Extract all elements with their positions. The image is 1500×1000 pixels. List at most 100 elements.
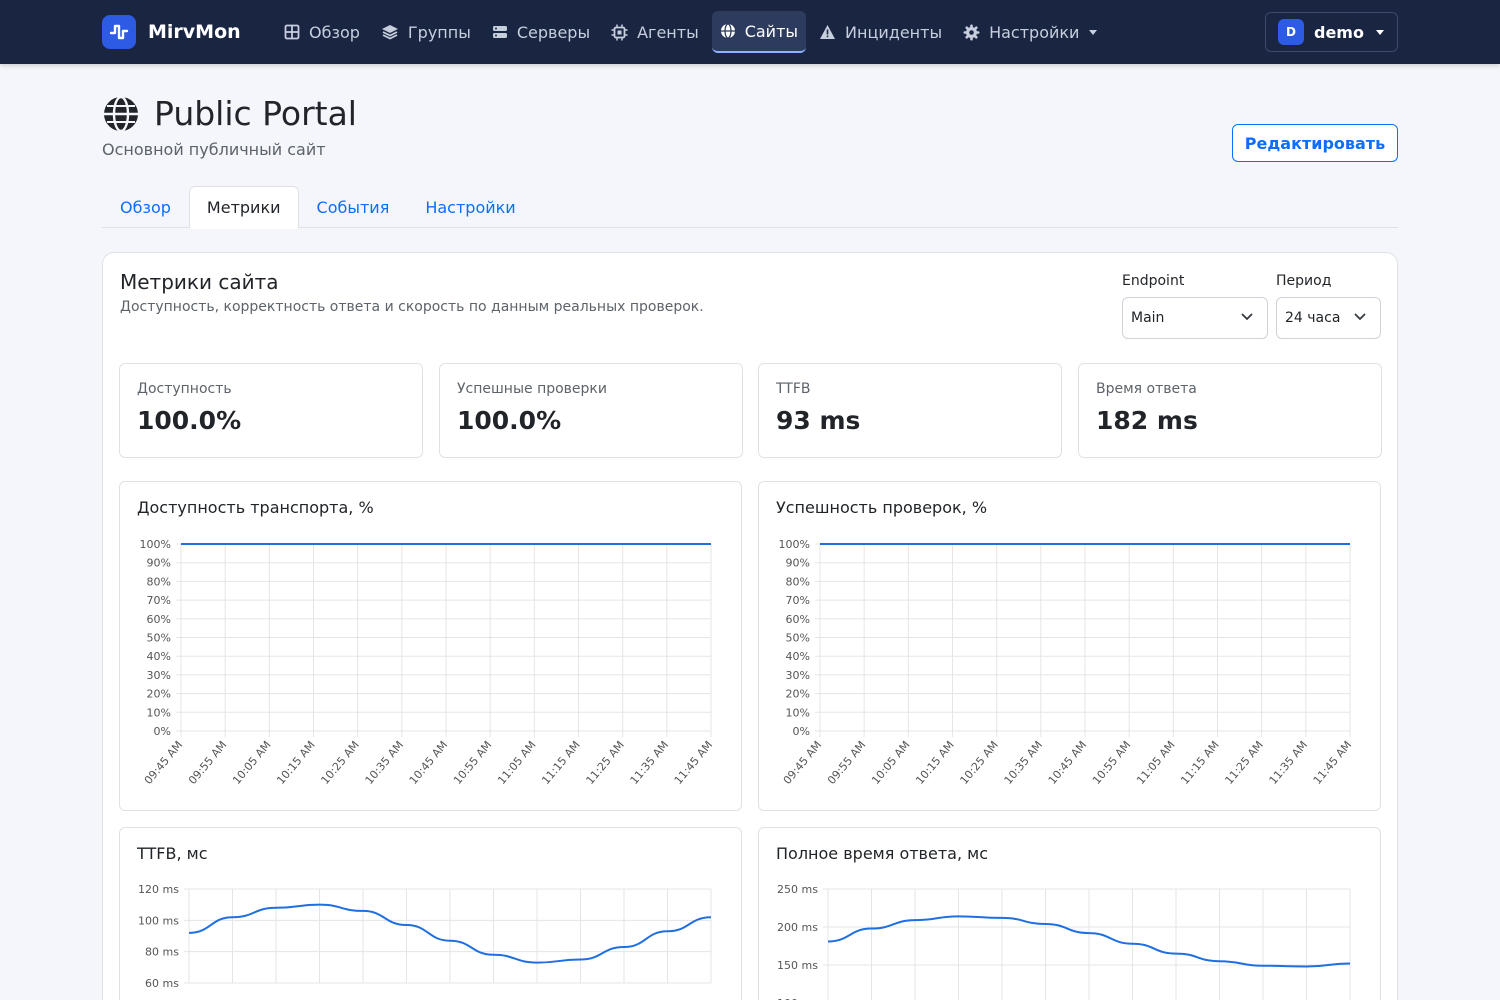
- globe-icon: [720, 23, 735, 39]
- x-tick-label: 09:55 AM: [825, 739, 869, 787]
- x-tick-label: 10:55 AM: [1090, 739, 1134, 787]
- nav-item-agents[interactable]: Агенты: [603, 11, 707, 53]
- y-tick-label: 50%: [147, 632, 171, 645]
- x-tick-label: 10:55 AM: [451, 739, 495, 787]
- main-nav: Обзор Группы Серверы Агенты Сайты Инциде…: [276, 11, 1110, 53]
- stat-card-availability: Доступность 100.0%: [119, 363, 423, 458]
- stat-value: 100.0%: [137, 406, 242, 435]
- nav-item-servers[interactable]: Серверы: [484, 11, 598, 53]
- metrics-card: Метрики сайта Доступность, корректность …: [102, 252, 1398, 1000]
- x-tick-label: 10:45 AM: [407, 739, 451, 787]
- period-label: Период: [1276, 273, 1332, 289]
- endpoint-value: Main: [1131, 310, 1165, 326]
- y-tick-label: 70%: [147, 594, 171, 607]
- chart-title: Доступность транспорта, %: [137, 498, 374, 517]
- y-tick-label: 60%: [786, 613, 810, 626]
- stat-card-success: Успешные проверки 100.0%: [439, 363, 743, 458]
- success-chart: 100% 90% 80% 70% 60% 50% 40% 30% 20% 10% 0%09:45 A…: [779, 538, 1355, 787]
- endpoint-filter: Endpoint Main: [1122, 273, 1268, 339]
- response-chart: 250 ms 200 ms 150 ms 100 ms: [777, 883, 1351, 1000]
- ttfb-chart: 120 ms 100 ms 80 ms 60 ms: [138, 883, 712, 990]
- chart-panel-availability: Доступность транспорта, % 100% 90% 80% 70% 6…: [119, 481, 742, 811]
- y-tick-label: 20%: [786, 688, 810, 701]
- nav-item-incidents[interactable]: Инциденты: [811, 11, 950, 53]
- brand[interactable]: MirvMon: [102, 15, 241, 49]
- y-tick-label: 0%: [793, 725, 810, 738]
- y-tick-label: 40%: [147, 650, 171, 663]
- stat-card-response-time: Время ответа 182 ms: [1078, 363, 1382, 458]
- y-tick-label: 150 ms: [777, 959, 818, 972]
- y-tick-label: 10%: [147, 706, 171, 719]
- y-tick-label: 10%: [786, 706, 810, 719]
- x-tick-label: 10:25 AM: [318, 739, 362, 787]
- chevron-down-icon: [1375, 29, 1384, 35]
- metrics-title: Метрики сайта: [120, 270, 279, 294]
- stat-label: TTFB: [776, 381, 811, 397]
- stat-card-ttfb: TTFB 93 ms: [758, 363, 1062, 458]
- page-subtitle: Основной публичный сайт: [102, 140, 326, 159]
- y-tick-label: 250 ms: [777, 883, 818, 896]
- tab-settings[interactable]: Настройки: [425, 197, 516, 217]
- y-tick-label: 120 ms: [138, 883, 179, 896]
- tab-events[interactable]: События: [316, 197, 390, 217]
- x-tick-label: 10:35 AM: [363, 739, 407, 787]
- server-icon: [492, 26, 507, 38]
- period-select[interactable]: 24 часа: [1276, 297, 1381, 339]
- endpoint-select[interactable]: Main: [1122, 297, 1268, 339]
- edit-button[interactable]: Редактировать: [1232, 124, 1398, 162]
- chevron-down-icon: [1354, 313, 1366, 321]
- chart-panel-success: Успешность проверок, % 100% 90% 80% 70% 60% 5…: [758, 481, 1381, 811]
- nav-item-label: Обзор: [309, 22, 360, 42]
- y-tick-label: 90%: [147, 557, 171, 570]
- series-line: [188, 903, 712, 964]
- period-value: 24 часа: [1285, 310, 1341, 326]
- chart-panel-ttfb: TTFB, мс 120 ms 100 ms 80 ms 60 ms: [119, 827, 742, 1000]
- nav-item-groups[interactable]: Группы: [373, 11, 479, 53]
- stat-label: Время ответа: [1096, 381, 1197, 397]
- tab-metrics[interactable]: Метрики: [188, 186, 299, 229]
- y-tick-label: 100%: [779, 538, 810, 551]
- y-tick-label: 70%: [786, 594, 810, 607]
- y-tick-label: 20%: [147, 688, 171, 701]
- y-tick-label: 50%: [786, 632, 810, 645]
- x-tick-label: 09:55 AM: [186, 739, 230, 787]
- y-tick-label: 0%: [154, 725, 171, 738]
- nav-item-sites[interactable]: Сайты: [711, 11, 807, 53]
- y-tick-label: 80 ms: [145, 946, 179, 959]
- x-tick-label: 11:45 AM: [1311, 739, 1355, 787]
- y-tick-label: 100 ms: [138, 914, 179, 927]
- chart-panel-response: Полное время ответа, мс 250 ms 200 ms 150 …: [758, 827, 1381, 1000]
- y-tick-label: 80%: [786, 575, 810, 588]
- y-tick-label: 30%: [786, 669, 810, 682]
- x-tick-label: 10:05 AM: [869, 739, 913, 787]
- stat-label: Успешные проверки: [457, 381, 607, 397]
- x-tick-label: 10:15 AM: [274, 739, 318, 787]
- user-menu-button[interactable]: D demo: [1265, 12, 1398, 52]
- x-tick-label: 10:35 AM: [1002, 739, 1046, 787]
- x-tick-label: 11:05 AM: [1134, 739, 1178, 787]
- x-tick-label: 10:25 AM: [957, 739, 1001, 787]
- chart-title: TTFB, мс: [137, 844, 208, 863]
- y-tick-label: 200 ms: [777, 921, 818, 934]
- series-line: [827, 915, 1351, 968]
- y-tick-label: 60%: [147, 613, 171, 626]
- chart-title: Полное время ответа, мс: [776, 844, 988, 863]
- gear-icon: [963, 24, 980, 40]
- y-tick-label: 100%: [140, 538, 171, 551]
- x-tick-label: 09:45 AM: [142, 739, 186, 787]
- nav-item-overview[interactable]: Обзор: [276, 11, 368, 53]
- chart-title: Успешность проверок, %: [776, 498, 988, 517]
- avatar: D: [1278, 19, 1304, 45]
- nav-item-settings[interactable]: Настройки: [955, 11, 1105, 53]
- nav-item-label: Серверы: [516, 22, 591, 42]
- x-tick-label: 11:35 AM: [1267, 739, 1311, 787]
- y-tick-label: 40%: [786, 650, 810, 663]
- availability-chart: 100% 90% 80% 70% 60% 50% 40% 30% 20% 10% 0%09:45 A…: [140, 538, 716, 787]
- nav-item-label: Группы: [407, 22, 471, 42]
- chevron-down-icon: [1241, 313, 1253, 321]
- tab-overview[interactable]: Обзор: [120, 197, 171, 217]
- x-tick-label: 10:05 AM: [230, 739, 274, 787]
- x-tick-label: 10:15 AM: [913, 739, 957, 787]
- x-tick-label: 11:35 AM: [628, 739, 672, 787]
- nav-item-label: Инциденты: [845, 22, 943, 42]
